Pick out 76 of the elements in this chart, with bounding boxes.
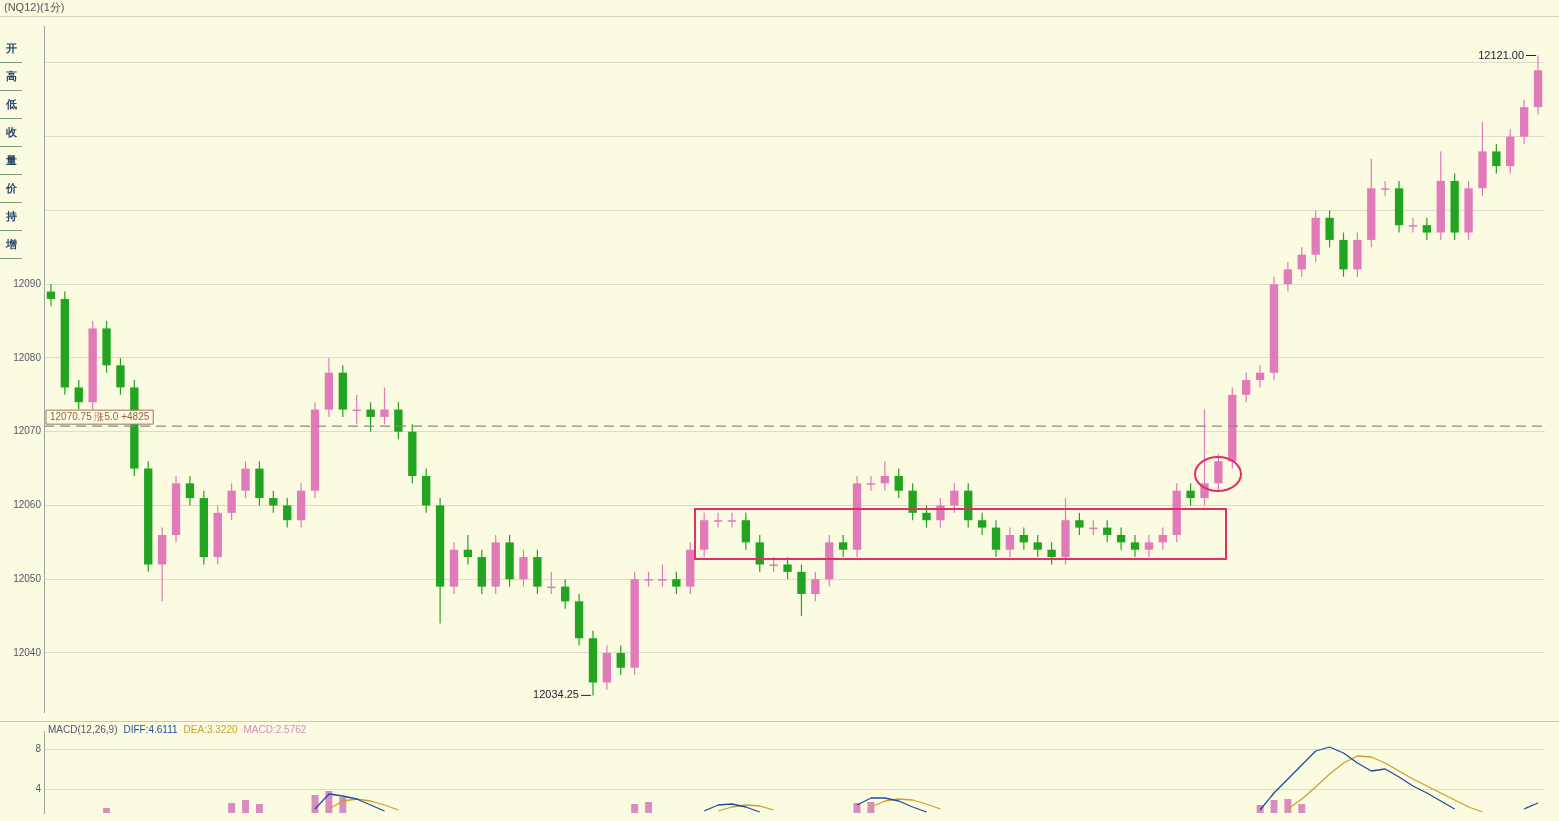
text: 增 bbox=[0, 231, 22, 259]
candlestick bbox=[1408, 217, 1418, 234]
candlestick bbox=[658, 563, 667, 588]
candlestick bbox=[46, 283, 56, 307]
candlestick bbox=[1033, 534, 1042, 558]
chart-title: (NQ12)(1分) bbox=[0, 0, 1559, 17]
candlestick bbox=[1144, 534, 1154, 558]
y-tick-label: 8 bbox=[35, 742, 42, 754]
ref-line-label: 12070.75 涨5.0 +4825 bbox=[50, 410, 150, 422]
text: 高 bbox=[0, 63, 22, 91]
annotation: 12121.00 bbox=[1478, 48, 1525, 61]
candlestick bbox=[713, 512, 723, 529]
candlestick bbox=[922, 504, 931, 529]
candlestick bbox=[463, 534, 473, 566]
candlestick bbox=[894, 467, 903, 499]
text: 收 bbox=[0, 119, 22, 147]
candlestick bbox=[1325, 209, 1334, 248]
candlestick bbox=[1047, 541, 1056, 566]
text: 低 bbox=[0, 91, 22, 119]
y-tick-label: 4 bbox=[35, 782, 42, 794]
candlestick bbox=[838, 534, 848, 558]
candlestick bbox=[880, 460, 890, 492]
candlestick bbox=[1103, 519, 1112, 543]
candlestick bbox=[561, 578, 570, 610]
candlestick bbox=[380, 386, 389, 425]
y-tick-label: 12050 bbox=[13, 572, 42, 584]
candlestick bbox=[519, 549, 528, 588]
candlestick bbox=[283, 497, 292, 529]
text: 开 bbox=[0, 35, 22, 63]
text: 持 bbox=[0, 203, 22, 231]
candlestick bbox=[1019, 526, 1028, 551]
candlestick bbox=[797, 563, 806, 617]
candlestick bbox=[783, 556, 792, 580]
candlestick bbox=[1005, 526, 1015, 558]
candlestick bbox=[1255, 364, 1265, 389]
candlestick bbox=[1242, 372, 1251, 403]
candlestick bbox=[1075, 512, 1084, 536]
candlestick bbox=[616, 645, 625, 676]
candlestick bbox=[241, 460, 250, 499]
candlestick bbox=[977, 512, 987, 536]
candlestick bbox=[1158, 526, 1167, 551]
candlestick bbox=[1492, 143, 1501, 175]
annotation: 12034.25 bbox=[533, 688, 579, 701]
candlestick bbox=[1116, 526, 1126, 551]
candlestick bbox=[116, 357, 125, 396]
candlestick bbox=[1283, 261, 1293, 293]
text: MACD:2.5762 bbox=[243, 724, 307, 735]
candlestick bbox=[672, 571, 681, 595]
y-tick-label: 12070 bbox=[13, 425, 42, 437]
text: 量 bbox=[0, 147, 22, 175]
text: DIFF:4.6111 bbox=[123, 724, 178, 735]
candlestick bbox=[950, 482, 959, 514]
candlestick bbox=[866, 475, 876, 492]
text: DEA:3.3220 bbox=[183, 724, 238, 735]
candlestick bbox=[366, 401, 375, 433]
candlestick bbox=[1422, 217, 1432, 241]
candlestick bbox=[1297, 246, 1306, 278]
candlestick bbox=[727, 512, 737, 529]
candlestick bbox=[227, 482, 236, 521]
text: 价 bbox=[0, 175, 22, 203]
y-tick-label: 12080 bbox=[13, 351, 42, 363]
candlestick bbox=[74, 379, 83, 411]
candlestick bbox=[1186, 482, 1195, 507]
candlestick bbox=[811, 571, 820, 602]
y-tick-label: 12060 bbox=[13, 499, 42, 511]
y-tick-label: 12090 bbox=[13, 277, 42, 289]
candlestick bbox=[394, 401, 403, 440]
candlestick bbox=[269, 490, 278, 514]
candlestick bbox=[741, 512, 751, 551]
chart-title: MACD(12,26,9) bbox=[48, 724, 118, 735]
candlestick bbox=[908, 482, 917, 521]
candlestick bbox=[991, 519, 1001, 558]
candlestick bbox=[185, 475, 195, 507]
y-tick-label: 12040 bbox=[13, 646, 42, 658]
candlestick bbox=[1214, 453, 1223, 492]
candlestick bbox=[1130, 534, 1140, 558]
